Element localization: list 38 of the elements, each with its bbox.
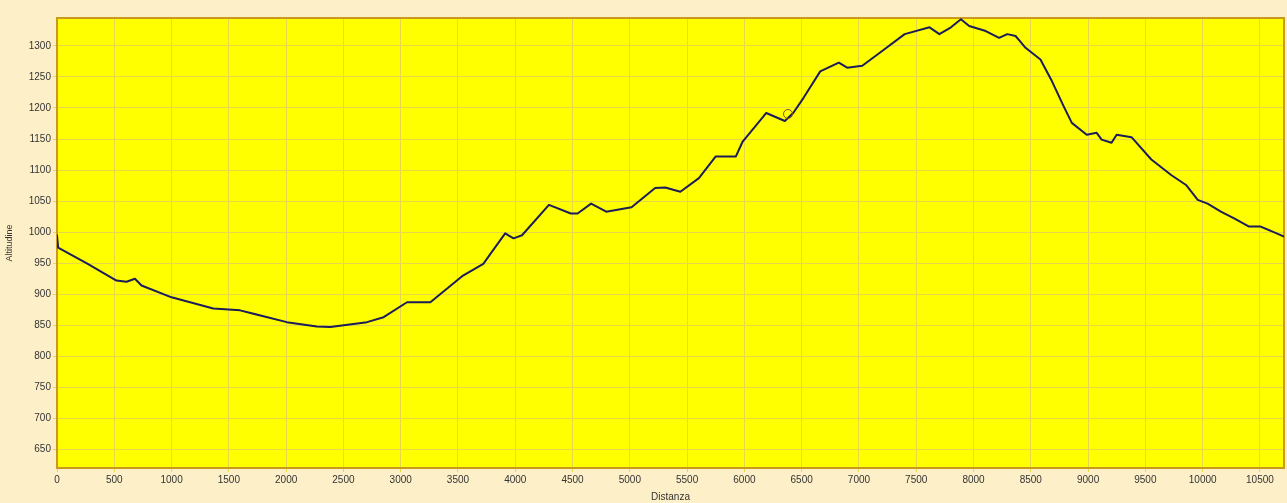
x-tick-label: 3500 [446, 473, 470, 485]
x-tick-label: 4000 [504, 473, 527, 485]
y-tick-label: 1200 [28, 101, 52, 113]
x-tick-label: 500 [105, 473, 124, 485]
x-tick-label: 4500 [561, 473, 585, 485]
x-tick-label: 5000 [618, 473, 642, 485]
x-tick-label: 7000 [847, 473, 871, 485]
x-tick-label: 3000 [389, 473, 413, 485]
x-tick-label: 10500 [1246, 473, 1275, 485]
y-tick-label: 750 [34, 381, 52, 393]
x-tick-label: 5500 [675, 473, 699, 485]
x-tick-label: 6000 [733, 473, 756, 485]
x-tick-label: 7500 [905, 473, 928, 485]
y-tick-label: 900 [34, 287, 52, 299]
x-tick-label: 10000 [1188, 473, 1217, 485]
x-tick-label: 1000 [160, 473, 184, 485]
x-tick-label: 8500 [1019, 473, 1043, 485]
y-tick-label: 700 [34, 412, 52, 424]
x-tick-label: 0 [54, 473, 61, 485]
y-tick-label: 950 [34, 256, 52, 268]
y-tick-label: 1150 [29, 132, 52, 144]
x-tick-label: 8000 [962, 473, 986, 485]
y-tick-label: 1000 [28, 225, 52, 237]
x-tick-label: 1500 [217, 473, 241, 485]
x-axis-title: Distanza [651, 490, 691, 502]
y-tick-label: 650 [34, 443, 52, 455]
x-tick-label: 2500 [332, 473, 355, 485]
y-tick-label: 1100 [29, 163, 52, 175]
x-tick-label: 9000 [1076, 473, 1100, 485]
x-tick-label: 6500 [790, 473, 814, 485]
y-tick-label: 1300 [28, 39, 52, 51]
y-tick-label: 1250 [28, 70, 52, 82]
y-tick-label: 850 [34, 318, 52, 330]
y-tick-label: 800 [34, 350, 52, 362]
y-axis-title: Altitudine [3, 224, 14, 262]
x-tick-label: 9500 [1134, 473, 1157, 485]
x-tick-label: 2000 [275, 473, 298, 485]
y-tick-label: 1050 [28, 194, 52, 206]
